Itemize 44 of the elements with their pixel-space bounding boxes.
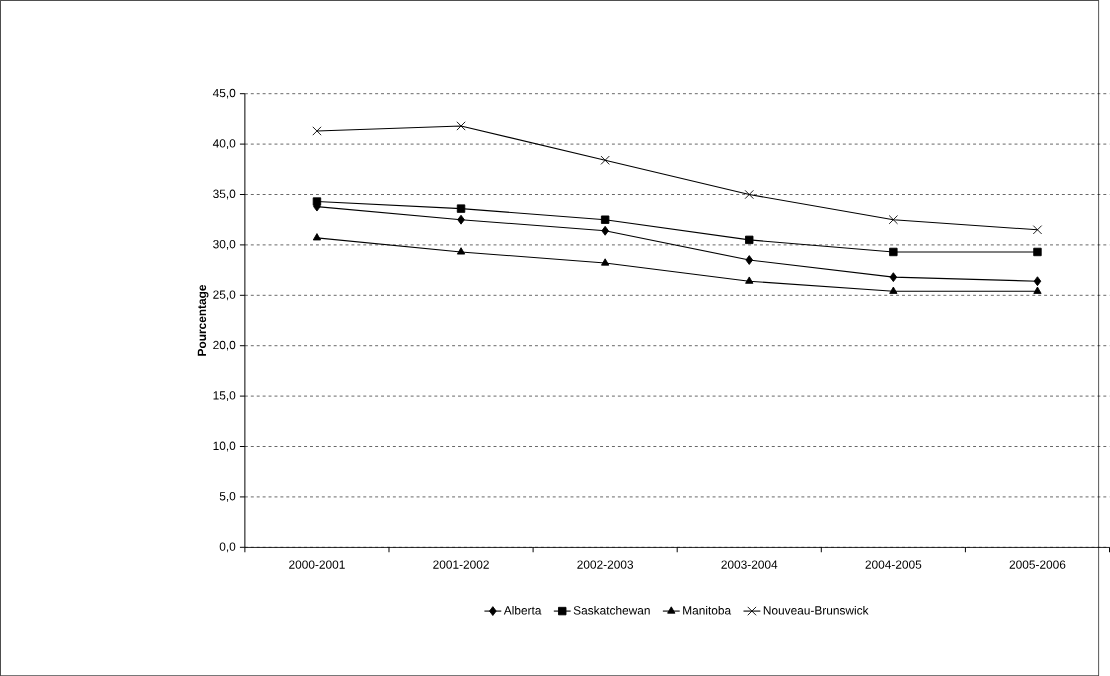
legend-label: Manitoba	[683, 605, 732, 615]
point	[745, 255, 754, 265]
point	[1033, 247, 1042, 257]
y-tick-label: 5,0	[219, 491, 236, 502]
point	[600, 215, 610, 224]
legend-label: Saskatchewan	[573, 605, 650, 615]
y-tick-label: 30,0	[213, 239, 236, 250]
x-tick-label: 2000-2001	[289, 560, 345, 569]
point	[889, 247, 898, 257]
y-tick-label: 40,0	[212, 139, 236, 149]
point	[745, 276, 754, 284]
point	[601, 258, 610, 266]
point	[312, 197, 322, 206]
point	[601, 225, 609, 236]
point	[889, 272, 898, 282]
y-tick-label: 25,0	[213, 290, 236, 301]
point	[744, 189, 754, 200]
x-tick-label: 2003-2004	[721, 560, 778, 569]
x-tick-label: 2001-2002	[433, 560, 489, 569]
y-tick-label: 20,0	[213, 340, 236, 351]
x-tick-label: 2005-2006	[1009, 560, 1066, 569]
y-axis-title: Pourcentage	[197, 284, 209, 356]
point	[888, 214, 898, 225]
point	[456, 247, 466, 255]
point	[600, 155, 610, 165]
y-tick-label: 0,0	[219, 542, 236, 553]
point	[1033, 286, 1042, 294]
point	[889, 286, 898, 294]
legend-label: Nouveau-Brunswick	[763, 605, 869, 615]
point	[312, 126, 322, 136]
y-tick-label: 15,0	[213, 391, 236, 401]
y-tick-label: 35,0	[213, 189, 236, 200]
x-tick-label: 2002-2003	[577, 560, 634, 569]
point	[312, 233, 322, 241]
y-tick-label: 45,0	[212, 88, 236, 99]
point	[1033, 276, 1042, 286]
y-tick-label: 10,0	[213, 441, 236, 452]
point	[745, 235, 754, 244]
point	[1032, 225, 1043, 235]
point	[456, 121, 466, 131]
legend-label: Alberta	[503, 605, 542, 615]
point	[456, 204, 466, 213]
point	[457, 214, 465, 225]
x-tick-label: 2004-2005	[865, 560, 922, 569]
